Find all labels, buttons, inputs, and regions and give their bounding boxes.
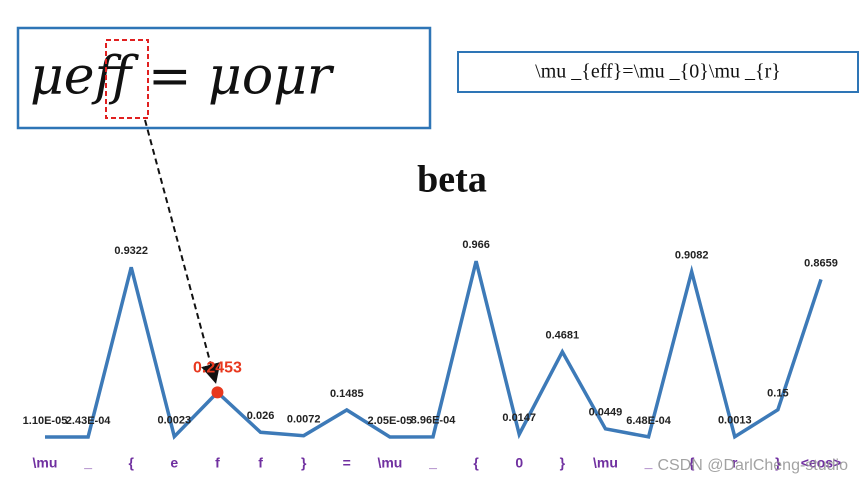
value-label: 0.9082 bbox=[675, 250, 709, 262]
x-tick-label: { bbox=[689, 455, 695, 471]
x-tick-label: e bbox=[170, 455, 178, 471]
value-label: 0.0147 bbox=[502, 412, 536, 424]
x-tick-label: \mu bbox=[33, 455, 58, 471]
x-tick-label: { bbox=[473, 455, 479, 471]
x-tick-label: r bbox=[732, 455, 738, 471]
value-label: 2.43E-04 bbox=[66, 415, 112, 427]
value-label: 0.1485 bbox=[330, 388, 364, 400]
highlight-box bbox=[105, 39, 149, 119]
handwriting: μeff = μoμr bbox=[30, 47, 335, 107]
value-label: 0.2453 bbox=[193, 360, 242, 377]
x-tick-label: _ bbox=[428, 455, 437, 471]
x-tick-label: = bbox=[343, 455, 351, 471]
value-label: 0.0449 bbox=[589, 407, 623, 419]
x-tick-label: <eos> bbox=[801, 455, 841, 471]
value-label: 1.10E-05 bbox=[23, 415, 68, 427]
x-tick-label: { bbox=[128, 455, 134, 471]
value-label: 6.48E-04 bbox=[626, 415, 672, 427]
value-label: 0.0072 bbox=[287, 414, 321, 426]
x-tick-label: 0 bbox=[515, 455, 523, 471]
latex-box bbox=[457, 51, 859, 93]
value-label: 0.966 bbox=[462, 239, 490, 251]
chart-title: beta bbox=[417, 159, 487, 201]
value-label: 0.026 bbox=[247, 410, 275, 422]
x-tick-label: } bbox=[301, 455, 307, 471]
line bbox=[44, 260, 823, 441]
value-label: 0.0023 bbox=[158, 414, 192, 426]
value-label: 0.15 bbox=[767, 388, 788, 400]
x-tick-label: _ bbox=[644, 455, 653, 471]
x-tick-label: } bbox=[775, 455, 781, 471]
value-label: 8.96E-04 bbox=[411, 415, 457, 427]
x-tick-label: _ bbox=[83, 455, 92, 471]
value-label: 0.4681 bbox=[546, 330, 580, 342]
x-tick-label: \mu bbox=[593, 455, 618, 471]
watermark: CSDN @DarlCheng-studio bbox=[657, 457, 848, 474]
value-label: 0.0013 bbox=[718, 415, 752, 427]
arrow bbox=[144, 119, 221, 384]
handwriting-box bbox=[16, 26, 432, 130]
x-tick-label: } bbox=[560, 455, 566, 471]
highlight-point bbox=[211, 386, 224, 399]
latex: \mu _{eff}=\mu _{0}\mu _{r} bbox=[535, 61, 781, 83]
value-label: 2.05E-05 bbox=[368, 415, 413, 427]
value-label: 0.9322 bbox=[114, 245, 148, 257]
x-tick-label: f bbox=[258, 455, 263, 471]
value-label: 0.8659 bbox=[804, 257, 838, 269]
x-tick-label: f bbox=[215, 455, 220, 471]
x-tick-label: \mu bbox=[377, 455, 402, 471]
